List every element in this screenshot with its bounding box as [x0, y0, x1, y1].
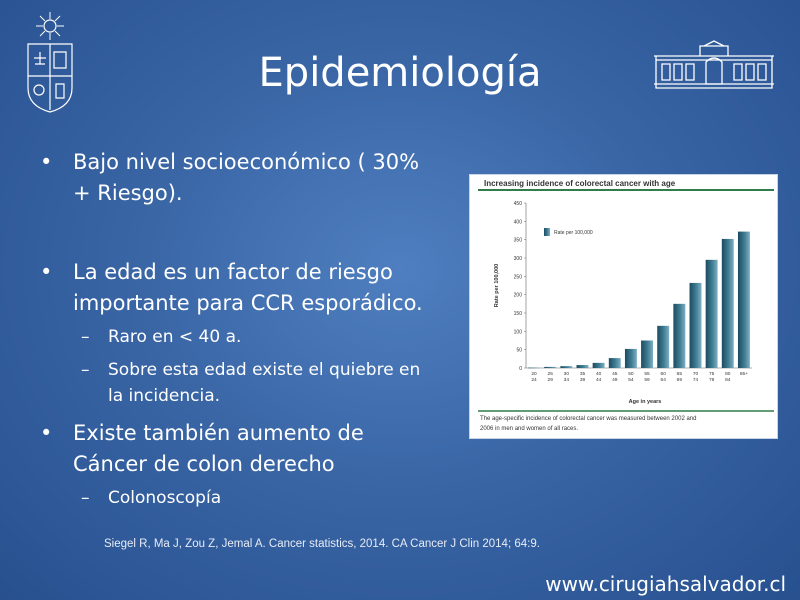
x-tick-label: 50 — [628, 371, 634, 377]
x-tick-label: 69 — [677, 377, 683, 383]
bullet-3-line-1: Existe también aumento de — [73, 421, 364, 445]
chart-caption-line-2: 2006 in men and women of all races. — [480, 426, 578, 432]
bar — [544, 366, 557, 368]
y-tick-label: 350 — [514, 238, 523, 244]
dash-marker: – — [81, 360, 90, 380]
hospital-building-logo — [654, 40, 774, 89]
x-tick-label: 85+ — [740, 371, 748, 377]
y-axis-label: Rate per 100,000 — [494, 264, 500, 307]
bar — [641, 340, 654, 368]
x-tick-label: 74 — [693, 377, 699, 383]
chart-caption-line-1: The age-specific incidence of colorectal… — [480, 416, 696, 422]
bar — [608, 358, 621, 368]
bar — [576, 365, 589, 368]
chart-title-band — [472, 177, 775, 189]
x-tick-label: 34 — [564, 377, 570, 383]
x-tick-label: 55 — [644, 371, 650, 377]
y-tick-label: 100 — [514, 329, 523, 335]
bar — [721, 238, 734, 368]
y-tick-label: 250 — [514, 274, 523, 280]
y-tick-label: 400 — [514, 219, 523, 225]
bullet-1-line-1: Bajo nivel socioeconómico ( 30% — [73, 150, 420, 174]
bar — [705, 259, 718, 368]
chart-title: Increasing incidence of colorectal cance… — [484, 179, 676, 188]
x-axis-label: Age in years — [629, 399, 662, 405]
x-tick-label: 54 — [628, 377, 634, 383]
incidence-chart: Increasing incidence of colorectal cance… — [469, 174, 778, 439]
dash-marker: – — [81, 327, 90, 347]
y-tick-label: 300 — [514, 256, 523, 262]
x-tick-label: 80 — [725, 371, 731, 377]
x-tick-label: 35 — [580, 371, 586, 377]
university-crest-logo — [27, 12, 73, 113]
y-tick-label: 0 — [519, 366, 522, 372]
slide-title: Epidemiología — [258, 50, 542, 96]
citation: Siegel R, Ma J, Zou Z, Jemal A. Cancer s… — [104, 538, 540, 550]
x-tick-label: 45 — [612, 371, 618, 377]
x-tick-label: 70 — [693, 371, 699, 377]
bar — [560, 366, 573, 368]
bar — [528, 367, 541, 369]
chart-svg: Increasing incidence of colorectal cance… — [472, 177, 775, 432]
y-tick-label: 50 — [516, 348, 522, 354]
sub-bullet-3-1: Colonoscopía — [108, 488, 222, 508]
bullet-marker: • — [40, 150, 53, 174]
bar — [737, 231, 750, 368]
bullet-2-line-2: importante para CCR esporádico. — [73, 291, 423, 315]
dash-marker: – — [81, 488, 90, 508]
legend-label: Rate per 100,000 — [554, 230, 593, 236]
y-tick-label: 150 — [514, 311, 523, 317]
x-tick-label: 65 — [677, 371, 683, 377]
x-tick-label: 29 — [548, 377, 554, 383]
bar — [689, 282, 702, 368]
bar — [624, 348, 637, 368]
footer-website: www.cirugiahsalvador.cl — [545, 572, 786, 596]
sub-bullet-2-2-line-2: la incidencia. — [108, 386, 221, 406]
x-tick-label: 25 — [548, 371, 554, 377]
bullet-marker: • — [40, 421, 53, 445]
x-tick-label: 84 — [725, 377, 731, 383]
x-tick-label: 49 — [612, 377, 618, 383]
x-tick-label: 39 — [580, 377, 586, 383]
x-tick-label: 20 — [531, 371, 537, 377]
x-tick-label: 60 — [661, 371, 667, 377]
y-tick-label: 200 — [514, 293, 523, 299]
sub-bullet-2-2-line-1: Sobre esta edad existe el quiebre en — [108, 360, 421, 380]
bullet-2-line-1: La edad es un factor de riesgo — [73, 260, 393, 284]
bullet-1-line-2: + Riesgo). — [73, 181, 183, 205]
x-tick-label: 75 — [709, 371, 715, 377]
x-tick-label: 79 — [709, 377, 715, 383]
x-tick-label: 64 — [661, 377, 667, 383]
bar — [592, 362, 605, 368]
x-tick-label: 44 — [596, 377, 602, 383]
bar — [673, 303, 686, 368]
x-tick-label: 24 — [531, 377, 537, 383]
chart-legend: Rate per 100,000 — [544, 228, 593, 236]
bullet-3-line-2: Cáncer de colon derecho — [73, 452, 335, 476]
sub-bullet-2-1: Raro en < 40 a. — [108, 327, 242, 347]
x-tick-label: 59 — [644, 377, 650, 383]
bar — [657, 325, 670, 368]
bullet-marker: • — [40, 260, 53, 284]
y-tick-label: 450 — [514, 201, 523, 207]
legend-swatch — [544, 228, 550, 236]
x-tick-label: 40 — [596, 371, 602, 377]
x-tick-label: 30 — [564, 371, 570, 377]
